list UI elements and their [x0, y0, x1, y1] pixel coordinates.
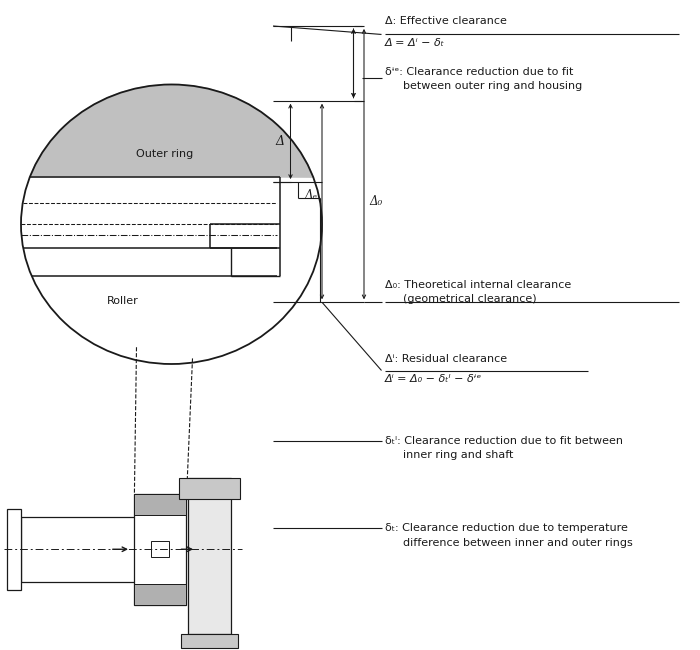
FancyBboxPatch shape: [151, 541, 169, 558]
Text: Δⁱ = Δ₀ − δₜᴵ − δᶤᵉ: Δⁱ = Δ₀ − δₜᴵ − δᶤᵉ: [385, 374, 482, 383]
Text: Δ: Effective clearance: Δ: Effective clearance: [385, 16, 507, 26]
Text: Δ: Δ: [276, 135, 285, 148]
FancyBboxPatch shape: [134, 584, 186, 605]
Text: inner ring and shaft: inner ring and shaft: [402, 450, 513, 460]
Text: Δₑ: Δₑ: [304, 188, 317, 202]
Text: δᶤᵉ: Clearance reduction due to fit: δᶤᵉ: Clearance reduction due to fit: [385, 67, 573, 77]
FancyBboxPatch shape: [134, 494, 186, 604]
Text: Roller: Roller: [106, 296, 139, 306]
FancyBboxPatch shape: [181, 634, 238, 648]
Text: Δⁱ: Residual clearance: Δⁱ: Residual clearance: [385, 354, 507, 364]
Text: Δ = Δⁱ − δₜ: Δ = Δⁱ − δₜ: [385, 38, 445, 47]
Text: difference between inner and outer rings: difference between inner and outer rings: [402, 538, 632, 547]
Text: δₜ: Clearance reduction due to temperature: δₜ: Clearance reduction due to temperatu…: [385, 523, 628, 533]
Text: Δ₀: Δ₀: [369, 195, 382, 208]
Text: Outer ring: Outer ring: [136, 150, 193, 159]
Text: δₜᴵ: Clearance reduction due to fit between: δₜᴵ: Clearance reduction due to fit betw…: [385, 436, 623, 445]
Text: between outer ring and housing: between outer ring and housing: [402, 81, 582, 91]
FancyBboxPatch shape: [21, 517, 136, 582]
Polygon shape: [30, 84, 313, 177]
FancyBboxPatch shape: [188, 478, 231, 634]
Text: Δ₀: Theoretical internal clearance: Δ₀: Theoretical internal clearance: [385, 280, 571, 289]
FancyBboxPatch shape: [134, 494, 186, 515]
FancyBboxPatch shape: [7, 509, 21, 590]
Text: (geometrical clearance): (geometrical clearance): [402, 294, 536, 304]
FancyBboxPatch shape: [178, 478, 240, 499]
